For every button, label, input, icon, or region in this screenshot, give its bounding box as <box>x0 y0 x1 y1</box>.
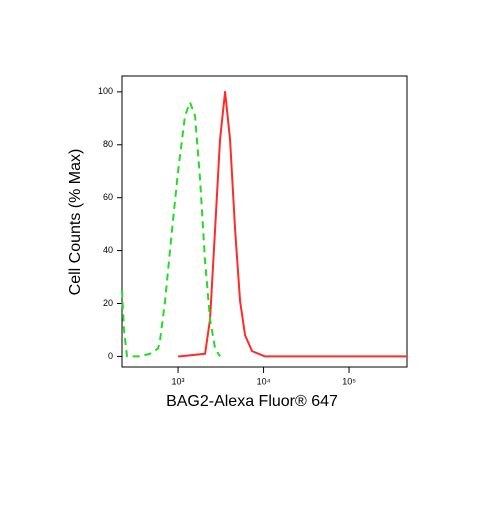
y-axis-label: Cell Counts (% Max) <box>67 149 84 296</box>
y-tick-label: 80 <box>103 139 113 149</box>
y-tick-label: 60 <box>103 192 113 202</box>
histogram-line <box>178 90 407 358</box>
plot-frame <box>121 75 408 368</box>
y-tick-label: 0 <box>108 351 113 361</box>
y-tick-label: 20 <box>103 298 113 308</box>
x-tick-label: 10⁴ <box>257 376 271 386</box>
y-tick-label: 100 <box>98 86 113 96</box>
y-tick-label: 40 <box>103 245 113 255</box>
x-tick-label: 10⁵ <box>342 376 356 386</box>
x-axis-label: BAG2-Alexa Fluor® 647 <box>166 393 338 410</box>
histogram-line <box>121 101 221 358</box>
x-tick-label: 10³ <box>172 376 185 386</box>
